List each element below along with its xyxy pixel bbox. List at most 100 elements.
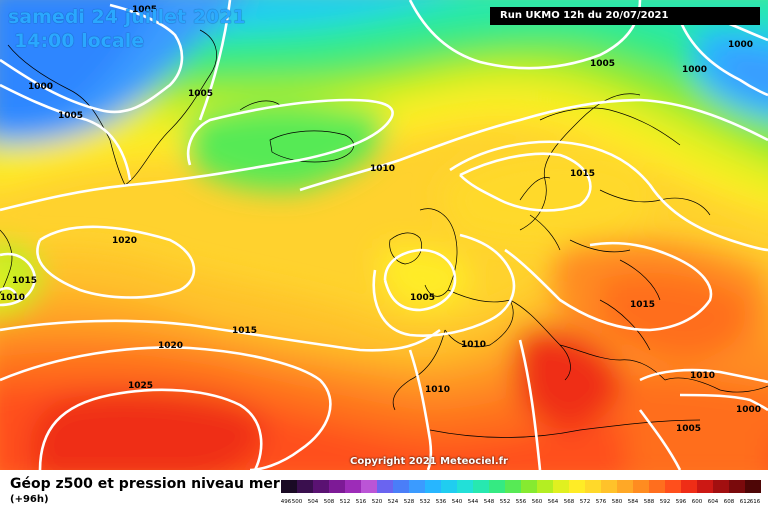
legend-tick-label: 564 bbox=[548, 499, 559, 505]
forecast-lead-time: (+96h) bbox=[10, 494, 49, 505]
isobar-1005-north-atlantic bbox=[198, 0, 232, 121]
isobar-1010-iberia bbox=[408, 349, 433, 470]
isobar-1005-north-east bbox=[408, 0, 642, 70]
legend-swatch bbox=[745, 480, 761, 493]
legend-swatch bbox=[713, 480, 730, 493]
weather-map: 1005 1005 1000 1005 1005 1000 1000 1010 … bbox=[0, 0, 768, 470]
legend-tick-label: 504 bbox=[308, 499, 319, 505]
legend-tick-label: 572 bbox=[580, 499, 591, 505]
legend-swatch bbox=[633, 480, 650, 493]
isobar-label: 1000 bbox=[28, 82, 53, 92]
isobar-1015-west bbox=[0, 252, 37, 307]
legend-tick-label: 568 bbox=[564, 499, 575, 505]
legend-swatch bbox=[425, 480, 442, 493]
legend-swatch bbox=[585, 480, 602, 493]
color-scale-legend: 496 500 504 508 512 516 520 524 528 532 536 540 544 5… bbox=[281, 480, 761, 505]
isobar-1015-central-europe bbox=[504, 241, 713, 332]
legend-swatch bbox=[441, 480, 458, 493]
copyright-text: Copyright 2021 Meteociel.fr bbox=[350, 456, 508, 467]
isobar-label: 1000 bbox=[728, 40, 753, 50]
isobar-1005-turkey bbox=[638, 409, 682, 470]
forecast-date: samedi 24 juillet 2021 bbox=[8, 6, 246, 28]
legend-swatch bbox=[537, 480, 554, 493]
model-run-label: Run UKMO 12h du 20/07/2021 bbox=[490, 7, 760, 25]
isobar-1010-france bbox=[372, 233, 516, 337]
isobar-label: 1020 bbox=[112, 236, 137, 246]
legend-tick-label: 524 bbox=[388, 499, 399, 505]
isobar-1000-east bbox=[679, 393, 768, 412]
isobars bbox=[0, 0, 768, 470]
isobar-label: 1005 bbox=[132, 5, 157, 15]
legend-swatch bbox=[569, 480, 586, 493]
legend-swatch bbox=[393, 480, 410, 493]
isobar-label: 1025 bbox=[128, 381, 153, 391]
legend-tick-label: 612 bbox=[740, 499, 751, 505]
isobar-label: 1005 bbox=[58, 111, 83, 121]
isobar-1005-greenland bbox=[0, 83, 132, 181]
legend-swatch bbox=[313, 480, 330, 493]
legend-tick-label: 600 bbox=[692, 499, 703, 505]
legend-tick-label: 500 bbox=[292, 499, 303, 505]
legend-swatch bbox=[649, 480, 666, 493]
isobar-label: 1005 bbox=[676, 424, 701, 434]
legend-tick-label: 584 bbox=[628, 499, 639, 505]
isobar-label: 1000 bbox=[682, 65, 707, 75]
legend-swatch bbox=[729, 480, 746, 493]
legend-swatch bbox=[601, 480, 618, 493]
legend-swatch bbox=[473, 480, 490, 493]
isobar-1015-north-europe bbox=[449, 140, 768, 252]
legend-tick-label: 508 bbox=[324, 499, 335, 505]
isobar-label: 1020 bbox=[158, 341, 183, 351]
legend-swatch bbox=[345, 480, 362, 493]
chart-title: Géop z500 et pression niveau mer bbox=[10, 476, 280, 492]
legend-swatch bbox=[329, 480, 346, 493]
legend-swatch bbox=[665, 480, 682, 493]
legend-tick-label: 540 bbox=[452, 499, 463, 505]
isobar-1010-iceland bbox=[0, 98, 394, 212]
legend-tick-label: 608 bbox=[724, 499, 735, 505]
forecast-time: 14:00 locale bbox=[14, 30, 145, 52]
isobar-label: 1010 bbox=[425, 385, 450, 395]
isobar-label: 1010 bbox=[461, 340, 486, 350]
isobar-1005-britain bbox=[383, 248, 457, 312]
legend-swatch bbox=[409, 480, 426, 493]
legend-swatch bbox=[697, 480, 714, 493]
legend-tick-label: 616 bbox=[750, 499, 761, 505]
isobar-label: 1000 bbox=[736, 405, 761, 415]
legend-tick-label: 536 bbox=[436, 499, 447, 505]
isobar-1020-south bbox=[0, 346, 332, 470]
legend-swatch bbox=[681, 480, 698, 493]
legend-tick-label: 560 bbox=[532, 499, 543, 505]
legend-swatch bbox=[489, 480, 506, 493]
isobar-label: 1010 bbox=[0, 293, 25, 303]
legend-tick-label: 496 bbox=[281, 499, 292, 505]
legend-swatch bbox=[281, 480, 298, 493]
legend-swatch bbox=[457, 480, 474, 493]
isobar-label: 1010 bbox=[690, 371, 715, 381]
isobar-1010-italy bbox=[518, 339, 542, 470]
isobar-1005-north-west bbox=[0, 3, 184, 114]
legend-swatch bbox=[505, 480, 522, 493]
legend-tick-label: 556 bbox=[516, 499, 527, 505]
legend-tick-label: 544 bbox=[468, 499, 479, 505]
isobar-label: 1010 bbox=[370, 164, 395, 174]
legend-swatch bbox=[361, 480, 378, 493]
isobar-label: 1015 bbox=[12, 276, 37, 286]
isobar-1010-west bbox=[0, 287, 18, 301]
legend-tick-label: 520 bbox=[372, 499, 383, 505]
legend-tick-label: 552 bbox=[500, 499, 511, 505]
isobar-1020-atlantic bbox=[36, 225, 196, 299]
legend-tick-label: 596 bbox=[676, 499, 687, 505]
isobar-labels: 1005 1005 1000 1005 1005 1000 1000 1010 … bbox=[0, 5, 761, 434]
legend-swatch bbox=[617, 480, 634, 493]
legend-swatch bbox=[553, 480, 570, 493]
legend-tick-label: 592 bbox=[660, 499, 671, 505]
legend-swatch bbox=[377, 480, 394, 493]
legend-swatch bbox=[297, 480, 314, 493]
legend-tick-label: 588 bbox=[644, 499, 655, 505]
isobar-1015-scandinavia bbox=[459, 152, 592, 212]
legend-tick-label: 516 bbox=[356, 499, 367, 505]
legend-tick-label: 548 bbox=[484, 499, 495, 505]
isobar-1010-balkans bbox=[639, 368, 768, 384]
